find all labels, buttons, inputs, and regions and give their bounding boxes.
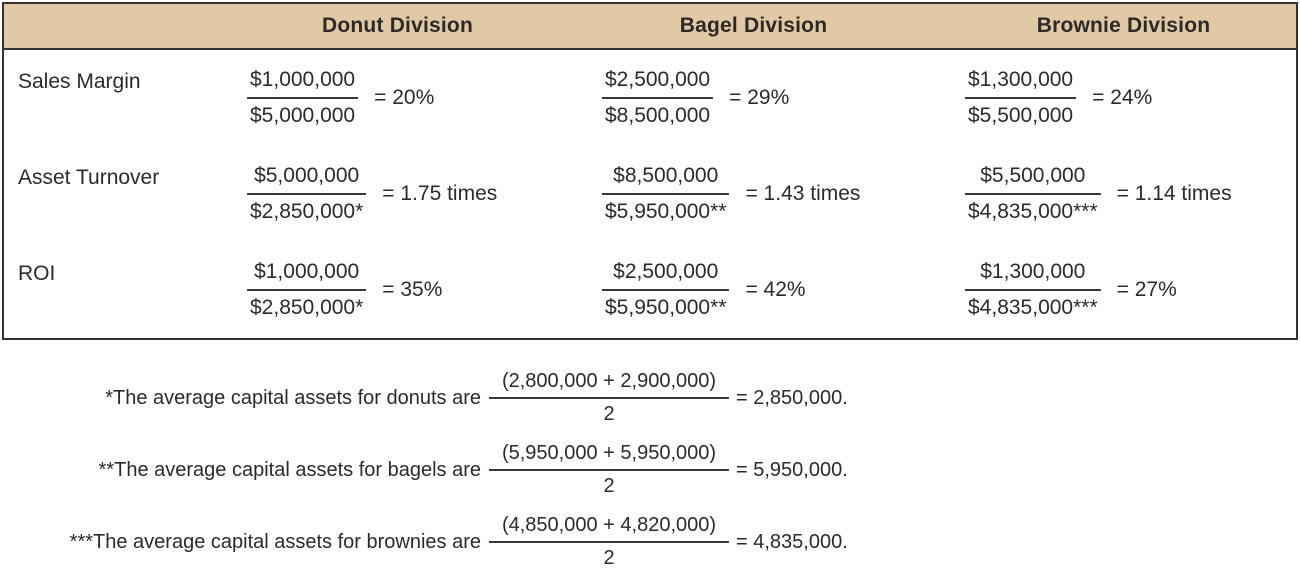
table-row-asset-turnover: Asset Turnover $5,000,000 $2,850,000* = … (4, 146, 1296, 242)
fraction-numerator: $2,500,000 (602, 260, 730, 291)
footnotes-section: *The average capital assets for donuts a… (0, 362, 1300, 577)
cell-sales-margin-brownie: $1,300,000 $5,500,000 = 24% (965, 68, 1296, 128)
fraction-numerator: $5,500,000 (965, 164, 1101, 195)
fraction: $5,000,000 $2,850,000* (247, 164, 367, 224)
footnote-result: = 5,950,000. (736, 458, 848, 481)
cell-asset-turnover-bagel: $8,500,000 $5,950,000** = 1.43 times (602, 164, 965, 224)
fraction: (5,950,000 + 5,950,000) 2 (489, 442, 729, 498)
fraction: $1,300,000 $5,500,000 (965, 68, 1077, 128)
ratio-result: = 29% (729, 86, 790, 109)
ratio-result: = 24% (1092, 86, 1153, 109)
column-header-brownie-division: Brownie Division (1036, 14, 1211, 37)
fraction: $1,000,000 $5,000,000 (247, 68, 359, 128)
cell-asset-turnover-donut: $5,000,000 $2,850,000* = 1.75 times (247, 164, 602, 224)
fraction: $8,500,000 $5,950,000** (602, 164, 730, 224)
fraction-numerator: $1,300,000 (965, 260, 1101, 291)
row-label-roi: ROI (18, 262, 56, 285)
row-label-asset-turnover: Asset Turnover (18, 166, 160, 189)
table-row-sales-margin: Sales Margin $1,000,000 $5,000,000 = 20%… (4, 50, 1296, 146)
fraction: $2,500,000 $5,950,000** (602, 260, 730, 320)
footnote-result: = 4,835,000. (736, 530, 848, 553)
fraction-denominator: $8,500,000 (605, 104, 711, 127)
fraction-denominator: $5,000,000 (250, 104, 356, 127)
fraction: $2,500,000 $8,500,000 (602, 68, 714, 128)
fraction-denominator: $2,850,000* (250, 200, 364, 223)
fraction-numerator: (4,850,000 + 4,820,000) (489, 514, 729, 543)
cell-asset-turnover-brownie: $5,500,000 $4,835,000*** = 1.14 times (965, 164, 1296, 224)
footnote-brownies: ***The average capital assets for browni… (0, 506, 1300, 577)
column-header-bagel-division: Bagel Division (679, 14, 828, 37)
fraction-denominator: $4,835,000*** (968, 296, 1098, 319)
fraction-denominator: 2 (603, 475, 615, 497)
fraction-denominator: $5,500,000 (968, 104, 1074, 127)
cell-sales-margin-donut: $1,000,000 $5,000,000 = 20% (247, 68, 602, 128)
fraction: $5,500,000 $4,835,000*** (965, 164, 1101, 224)
ratio-result: = 35% (382, 278, 443, 301)
ratio-result: = 1.14 times (1116, 182, 1232, 205)
fraction-numerator: $1,000,000 (247, 68, 359, 99)
division-ratio-table: Donut Division Bagel Division Brownie Di… (2, 2, 1298, 340)
fraction-denominator: $4,835,000*** (968, 200, 1098, 223)
ratio-result: = 1.75 times (382, 182, 498, 205)
fraction-denominator: 2 (603, 403, 615, 425)
footnote-donuts: *The average capital assets for donuts a… (0, 362, 1300, 434)
cell-roi-bagel: $2,500,000 $5,950,000** = 42% (602, 260, 965, 320)
fraction-numerator: $1,300,000 (965, 68, 1077, 99)
footnote-label: *The average capital assets for donuts a… (105, 386, 481, 409)
fraction-denominator: 2 (603, 547, 615, 569)
table-header-row: Donut Division Bagel Division Brownie Di… (4, 4, 1296, 50)
footnote-label: ***The average capital assets for browni… (69, 530, 481, 553)
footnote-bagels: **The average capital assets for bagels … (0, 434, 1300, 506)
fraction: $1,000,000 $2,850,000* (247, 260, 367, 320)
fraction-numerator: $8,500,000 (602, 164, 730, 195)
fraction: $1,300,000 $4,835,000*** (965, 260, 1101, 320)
fraction-numerator: (2,800,000 + 2,900,000) (489, 370, 729, 399)
column-header-donut-division: Donut Division (322, 14, 473, 37)
footnote-label: **The average capital assets for bagels … (98, 458, 481, 481)
fraction-denominator: $2,850,000* (250, 296, 364, 319)
fraction-denominator: $5,950,000** (605, 200, 727, 223)
footnote-result: = 2,850,000. (736, 386, 848, 409)
fraction-numerator: $5,000,000 (247, 164, 367, 195)
ratio-result: = 1.43 times (745, 182, 861, 205)
cell-roi-donut: $1,000,000 $2,850,000* = 35% (247, 260, 602, 320)
row-label-sales-margin: Sales Margin (18, 70, 141, 93)
fraction-numerator: $1,000,000 (247, 260, 367, 291)
ratio-result: = 42% (745, 278, 806, 301)
ratio-result: = 27% (1116, 278, 1177, 301)
ratio-result: = 20% (374, 86, 435, 109)
fraction-numerator: $2,500,000 (602, 68, 714, 99)
table-row-roi: ROI $1,000,000 $2,850,000* = 35% $2,500,… (4, 242, 1296, 338)
cell-sales-margin-bagel: $2,500,000 $8,500,000 = 29% (602, 68, 965, 128)
fraction-denominator: $5,950,000** (605, 296, 727, 319)
cell-roi-brownie: $1,300,000 $4,835,000*** = 27% (965, 260, 1296, 320)
fraction-numerator: (5,950,000 + 5,950,000) (489, 442, 729, 471)
fraction: (4,850,000 + 4,820,000) 2 (489, 514, 729, 570)
fraction: (2,800,000 + 2,900,000) 2 (489, 370, 729, 426)
